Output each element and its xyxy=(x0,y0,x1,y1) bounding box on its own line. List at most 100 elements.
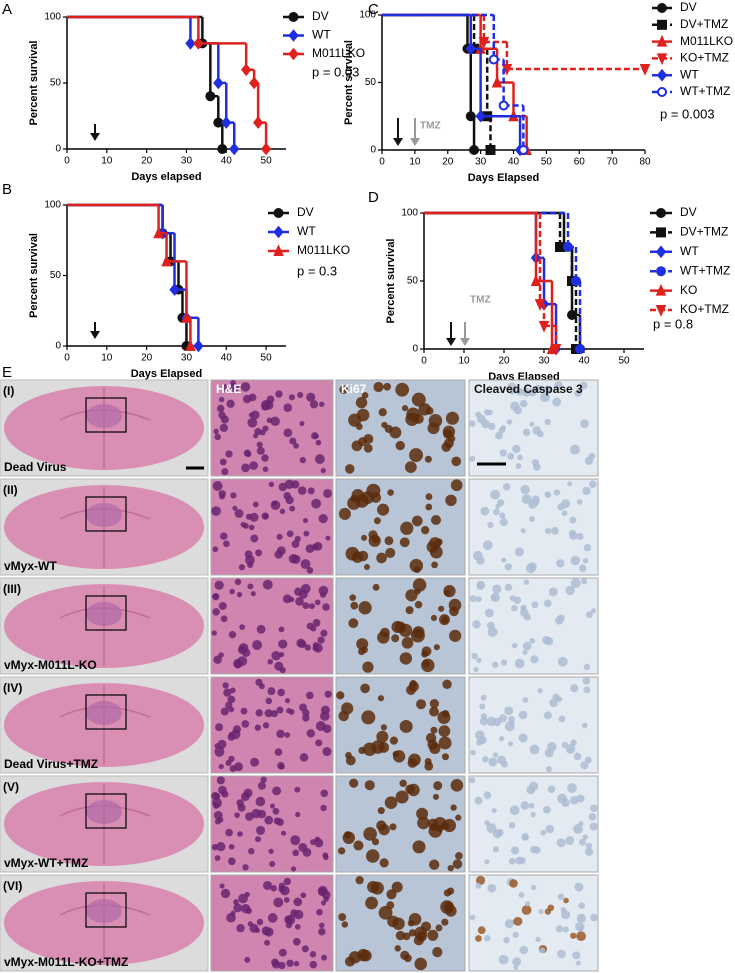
cell xyxy=(477,926,486,935)
cell xyxy=(576,913,586,923)
cell xyxy=(432,793,440,800)
cell xyxy=(376,552,387,564)
cell xyxy=(361,534,368,541)
cell xyxy=(292,849,300,857)
cell xyxy=(322,747,332,757)
cell xyxy=(392,917,405,930)
cell xyxy=(360,949,372,962)
cell xyxy=(290,835,301,846)
panel-label: C xyxy=(368,1,379,18)
cell xyxy=(299,753,309,762)
cell xyxy=(284,732,291,738)
cell xyxy=(469,777,476,784)
cell xyxy=(345,464,355,474)
cell xyxy=(309,400,319,409)
cell xyxy=(236,591,243,598)
cell xyxy=(560,910,571,920)
cell xyxy=(582,834,588,840)
cell xyxy=(561,798,570,807)
cell xyxy=(430,614,438,622)
marker xyxy=(656,208,666,218)
cell xyxy=(401,405,409,412)
cell xyxy=(588,480,597,488)
cell xyxy=(212,592,220,601)
row-label: (VI) xyxy=(3,879,22,893)
x-tick-label: 70 xyxy=(607,157,619,168)
cell xyxy=(569,444,580,455)
cell xyxy=(265,697,273,705)
cell xyxy=(279,652,285,658)
cell xyxy=(319,711,330,721)
cell xyxy=(576,794,585,803)
cell xyxy=(241,463,250,473)
row-caption: vMyx-M011L-KO+TMZ xyxy=(4,955,128,969)
panel-label: B xyxy=(2,181,12,198)
cell xyxy=(448,434,456,443)
cell xyxy=(447,864,454,872)
cell xyxy=(306,691,314,700)
cell xyxy=(421,650,429,658)
cell xyxy=(211,506,221,516)
cell xyxy=(522,649,528,655)
cell xyxy=(311,498,322,509)
cell xyxy=(430,514,442,526)
cell xyxy=(412,626,425,639)
cell xyxy=(404,954,412,963)
cell xyxy=(478,735,487,745)
cell xyxy=(441,753,449,761)
cell xyxy=(500,659,508,666)
cell xyxy=(254,927,260,933)
cell xyxy=(338,710,349,722)
cell xyxy=(256,918,264,926)
x-tick-label: 10 xyxy=(101,156,113,167)
cell xyxy=(256,624,266,634)
cell xyxy=(490,592,500,602)
cell xyxy=(211,792,220,801)
cell xyxy=(502,483,511,491)
cell xyxy=(377,695,385,702)
cell xyxy=(363,827,377,841)
marker xyxy=(488,54,499,65)
legend-label: DV xyxy=(680,205,697,219)
cell xyxy=(521,833,529,841)
cell xyxy=(554,381,563,390)
arrow-head xyxy=(460,338,470,346)
cell xyxy=(441,616,449,624)
cell xyxy=(518,892,525,898)
cell xyxy=(499,449,507,457)
marker xyxy=(260,142,272,156)
cell xyxy=(232,505,238,511)
cell xyxy=(511,642,518,649)
cell xyxy=(452,859,463,869)
x-tick-label: 0 xyxy=(64,156,70,167)
cell xyxy=(521,494,532,505)
y-tick-label: 50 xyxy=(407,276,419,287)
x-tick-label: 30 xyxy=(538,356,550,367)
cell xyxy=(409,558,424,573)
cell xyxy=(558,715,566,723)
cell xyxy=(301,945,309,953)
cell xyxy=(476,556,485,565)
cell xyxy=(236,799,244,807)
cell xyxy=(384,536,394,546)
x-tick-label: 50 xyxy=(261,156,273,167)
cell xyxy=(508,857,516,865)
cell xyxy=(398,623,413,638)
marker xyxy=(169,283,180,296)
cell xyxy=(529,515,536,522)
cell xyxy=(523,579,530,585)
cell xyxy=(248,847,255,855)
cell xyxy=(267,913,278,923)
cell xyxy=(414,957,427,971)
marker xyxy=(550,344,562,356)
cell xyxy=(269,803,276,809)
cell xyxy=(314,838,324,848)
cell xyxy=(322,603,330,611)
cell xyxy=(545,824,555,834)
cell xyxy=(219,532,228,540)
x-tick-label: 0 xyxy=(379,157,385,168)
x-axis-title: Days Elapsed xyxy=(468,172,540,184)
cell xyxy=(297,391,304,399)
cell xyxy=(399,779,407,788)
cell xyxy=(551,526,559,535)
